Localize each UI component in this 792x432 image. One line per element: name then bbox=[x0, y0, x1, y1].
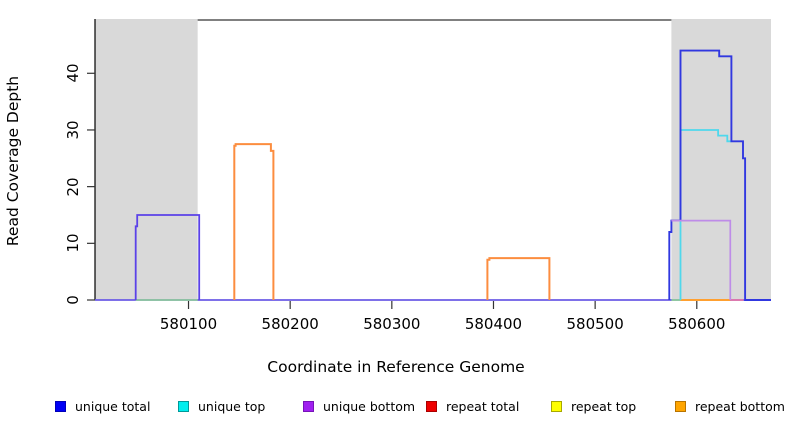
legend-swatch-repeat-top bbox=[551, 400, 562, 412]
x-axis-title: Coordinate in Reference Genome bbox=[267, 358, 525, 376]
y-tick-label-10: 10 bbox=[64, 233, 82, 253]
x-tick-label-580100: 580100 bbox=[159, 315, 218, 333]
legend-label: repeat bottom bbox=[695, 398, 785, 414]
legend-item-repeat-top: repeat top bbox=[551, 398, 636, 414]
legend-swatch-repeat-total bbox=[426, 400, 437, 412]
x-tick-label-580500: 580500 bbox=[566, 315, 624, 333]
series-repeat-bottom-box-2 bbox=[486, 257, 551, 300]
legend-label: unique bottom bbox=[323, 398, 416, 414]
series-repeat-bottom-box-1 bbox=[233, 143, 275, 300]
legend-label: repeat top bbox=[571, 398, 637, 414]
legend-item-unique-total: unique total bbox=[55, 398, 150, 414]
y-tick-label-40: 40 bbox=[64, 63, 82, 83]
series-unique-total-right bbox=[668, 49, 771, 301]
shaded-region-0 bbox=[95, 19, 198, 300]
y-tick-label-20: 20 bbox=[64, 177, 82, 197]
series-unique-bottom-right bbox=[671, 219, 732, 300]
legend-swatch-unique-total bbox=[55, 400, 66, 412]
y-tick-label-30: 30 bbox=[64, 120, 82, 140]
legend-item-unique-bottom: unique bottom bbox=[303, 398, 415, 414]
y-axis-title: Read Coverage Depth bbox=[4, 75, 22, 247]
legend-item-unique-top: unique top bbox=[178, 398, 265, 414]
legend-label: unique total bbox=[75, 398, 151, 414]
legend-item-repeat-total: repeat total bbox=[426, 398, 519, 414]
series-unique-total-bottom-box-left bbox=[134, 214, 201, 300]
legend-item-repeat-bottom: repeat bottom bbox=[675, 398, 785, 414]
y-tick-label-0: 0 bbox=[64, 295, 82, 305]
legend-swatch-unique-top bbox=[178, 400, 189, 412]
legend: unique total unique top unique bottom repea… bbox=[0, 398, 792, 418]
shaded-region-1 bbox=[671, 19, 771, 300]
x-tick-label-580600: 580600 bbox=[668, 315, 726, 333]
legend-label: unique top bbox=[198, 398, 266, 414]
legend-label: repeat total bbox=[446, 398, 520, 414]
legend-swatch-repeat-bottom bbox=[675, 400, 686, 412]
legend-swatch-unique-bottom bbox=[303, 400, 314, 412]
x-tick-label-580300: 580300 bbox=[363, 315, 421, 333]
x-tick-label-580400: 580400 bbox=[464, 315, 523, 333]
x-tick-label-580200: 580200 bbox=[261, 315, 319, 333]
